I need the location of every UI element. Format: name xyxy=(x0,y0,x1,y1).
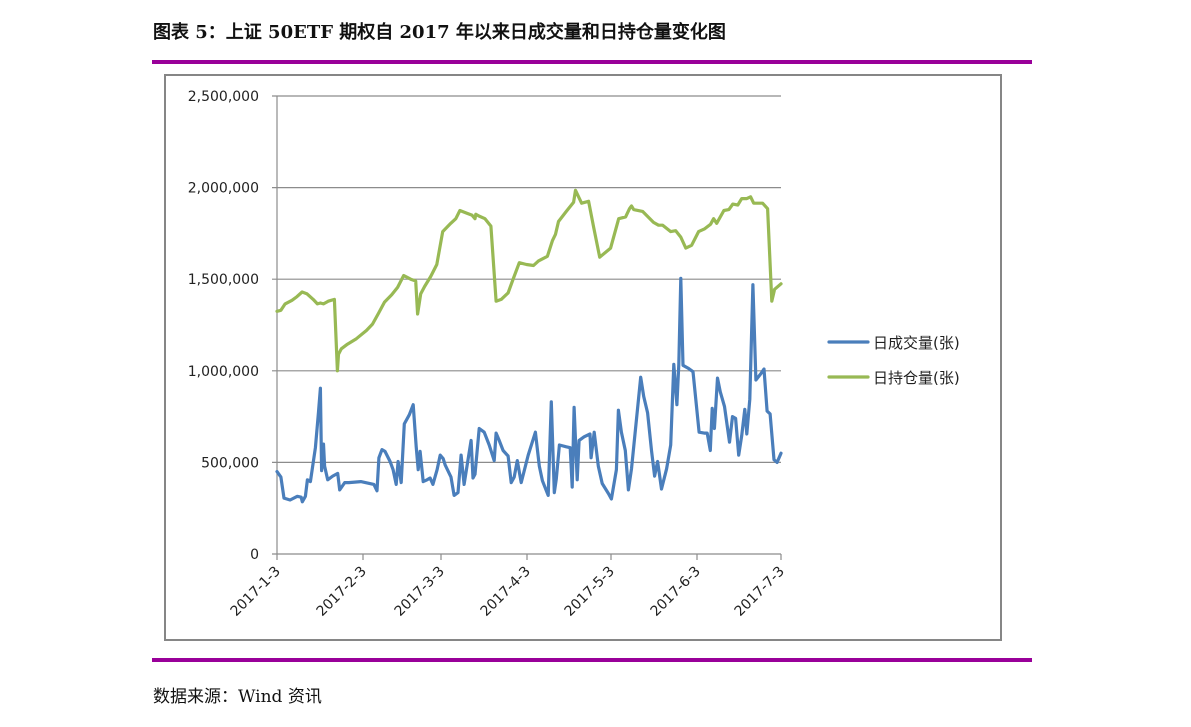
x-tick-label: 2017-5-3 xyxy=(562,564,618,620)
chart-gridlines xyxy=(272,95,781,555)
x-tick-label: 2017-1-3 xyxy=(228,564,284,620)
y-tick-label: 500,000 xyxy=(201,455,259,471)
x-tick-label: 2017-3-3 xyxy=(392,564,448,620)
bottom-divider xyxy=(152,658,1032,662)
x-tick-label: 2017-6-3 xyxy=(648,564,704,620)
x-axis: 2017-1-3 2017-2-3 2017-3-3 2017-4-3 2017-5-3… xyxy=(228,554,788,620)
y-tick-label: 2,500,000 xyxy=(188,89,259,105)
legend-label: 日持仓量(张) xyxy=(873,369,960,387)
x-tick-label: 2017-2-3 xyxy=(314,564,370,620)
y-axis-tick-labels: 0 500,000 1,000,000 1,500,000 2,000,000 2,500… xyxy=(188,89,259,563)
chart-legend: 日成交量(张) 日持仓量(张) xyxy=(827,334,960,387)
legend-label: 日成交量(张) xyxy=(873,334,960,352)
y-tick-label: 2,000,000 xyxy=(188,181,259,197)
series-daily-volume-line xyxy=(275,276,783,504)
data-source-note: 数据来源：Wind 资讯 xyxy=(153,687,322,707)
top-divider xyxy=(152,60,1032,64)
y-tick-label: 1,000,000 xyxy=(188,364,259,380)
x-tick-label: 2017-7-3 xyxy=(732,564,788,620)
chart-series xyxy=(275,188,783,504)
series-open-interest-line xyxy=(275,188,783,373)
chart-title: 图表 5：上证 50ETF 期权自 2017 年以来日成交量和日持仓量变化图 xyxy=(153,22,726,43)
y-tick-label: 0 xyxy=(250,547,259,563)
y-tick-label: 1,500,000 xyxy=(188,272,259,288)
x-tick-label: 2017-4-3 xyxy=(478,564,534,620)
chart-frame xyxy=(164,74,1002,641)
